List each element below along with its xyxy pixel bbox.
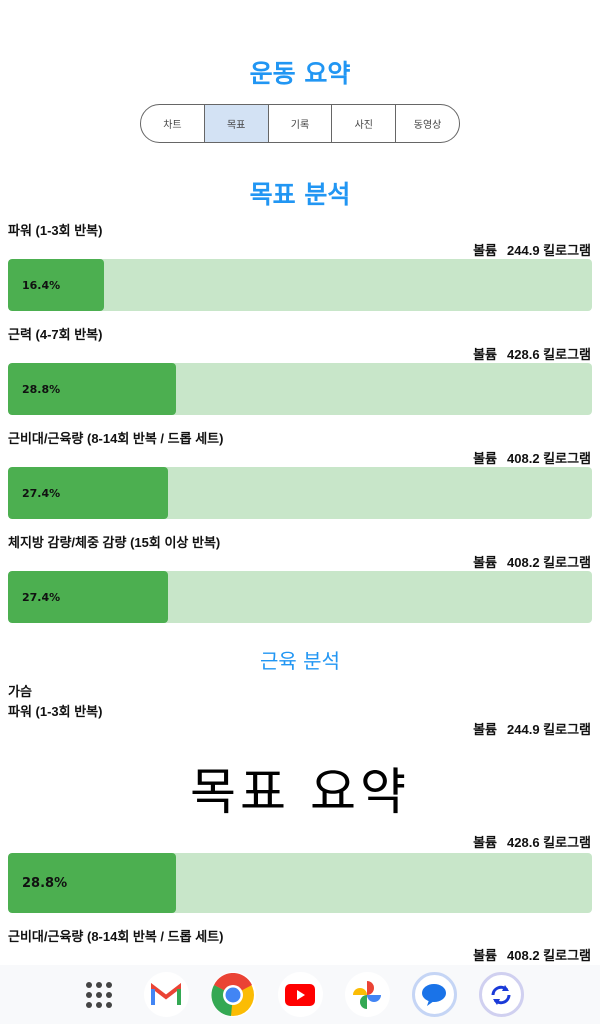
tab-goal[interactable]: 목표 [203, 105, 268, 142]
youtube-icon[interactable] [277, 972, 323, 1017]
muscle-analysis-title: 근육 분석 [260, 649, 340, 673]
tab-videos[interactable]: 동영상 [395, 105, 459, 142]
tab-photos[interactable]: 사진 [331, 105, 395, 142]
muscle-row-label: 파워 (1-3회 반복) [8, 704, 103, 719]
progress-fill: 27.4% [8, 467, 169, 519]
goal-row-label: 파워 (1-3회 반복) [8, 223, 103, 238]
muscle-group-label: 가슴 [8, 684, 32, 699]
goal-progress-bar: 16.4% [8, 259, 592, 311]
progress-fill: 27.4% [8, 571, 169, 623]
muscle-row-label: 근비대/근육량 (8-14회 반복 / 드롭 세트) [8, 929, 224, 944]
tab-bar: 차트 목표 기록 사진 동영상 [140, 104, 460, 143]
tab-chart[interactable]: 차트 [163, 120, 182, 131]
toast-overlay: 목표 요약 [190, 763, 410, 821]
muscle-row-volume: 볼륨 428.6 킬로그램 [473, 835, 591, 850]
goal-row-label: 근비대/근육량 (8-14회 반복 / 드롭 세트) [8, 431, 224, 446]
goal-row-label: 체지방 감량/체중 감량 (15회 이상 반복) [8, 535, 221, 550]
goal-row-volume: 볼륨 408.2 킬로그램 [473, 555, 591, 570]
goal-row-volume: 볼륨 408.2 킬로그램 [473, 451, 591, 466]
goal-progress-bar: 27.4% [8, 467, 592, 519]
app-drawer-icon[interactable] [77, 972, 122, 1017]
goal-analysis-title: 목표 분석 [249, 180, 351, 209]
progress-fill: 16.4% [8, 259, 104, 311]
chrome-icon[interactable] [210, 972, 256, 1017]
progress-fill: 28.8% [8, 363, 177, 415]
goal-progress-bar: 28.8% [8, 363, 592, 415]
progress-fill: 28.8% [8, 853, 177, 913]
goal-row-label: 근력 (4-7회 반복) [8, 327, 103, 342]
gmail-icon[interactable] [143, 972, 189, 1017]
sync-icon[interactable] [478, 972, 524, 1017]
messages-icon[interactable] [411, 972, 457, 1017]
goal-progress-bar: 27.4% [8, 571, 592, 623]
photos-icon[interactable] [344, 972, 390, 1017]
goal-row-volume: 볼륨 244.9 킬로그램 [473, 243, 591, 258]
goal-row-volume: 볼륨 428.6 킬로그램 [473, 347, 591, 362]
muscle-progress-bar: 28.8% [8, 853, 592, 913]
muscle-row-volume: 볼륨 244.9 킬로그램 [473, 722, 591, 737]
page-title: 운동 요약 [249, 59, 351, 88]
app-dock [0, 965, 600, 1024]
muscle-row-volume: 볼륨 408.2 킬로그램 [473, 948, 591, 963]
tab-history[interactable]: 기록 [267, 105, 332, 142]
